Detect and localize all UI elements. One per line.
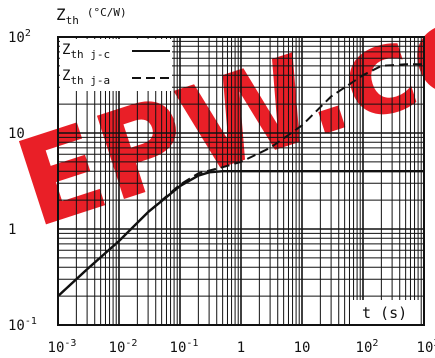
x-tick-label: 10-2 xyxy=(109,338,138,356)
legend: Zth j-c Zth j-a xyxy=(60,39,172,91)
x-tick-label: 10 xyxy=(294,340,311,356)
y-tick-label: 10 xyxy=(8,126,25,142)
legend-label-jc: Zth j-c xyxy=(62,42,110,61)
y-tick-label: 1 xyxy=(8,222,16,238)
y-axis-label: Zth(°C/W) xyxy=(56,5,127,27)
x-tick-label: 1 xyxy=(237,340,245,356)
watermark-text: EPW.com xyxy=(1,0,435,255)
legend-label-ja: Zth j-a xyxy=(62,68,110,87)
y-tick-label: 10-1 xyxy=(8,316,37,334)
x-tick-label: 102 xyxy=(356,338,379,356)
x-axis-label: t (s) xyxy=(362,304,407,322)
x-tick-label: 10-3 xyxy=(48,338,77,356)
series-layer xyxy=(57,63,424,297)
x-tick-label: 103 xyxy=(417,338,435,356)
legend-box xyxy=(60,39,172,91)
y-tick-label: 102 xyxy=(8,28,31,46)
watermark: EPW.com xyxy=(1,0,435,255)
tick-labels: 10-310-210-111010210310210110-1 xyxy=(8,28,435,356)
plot-frame xyxy=(57,36,425,326)
x-tick-label: 10-1 xyxy=(170,338,199,356)
series-line-zth-j-a xyxy=(57,63,424,297)
x-label-box xyxy=(350,300,420,324)
